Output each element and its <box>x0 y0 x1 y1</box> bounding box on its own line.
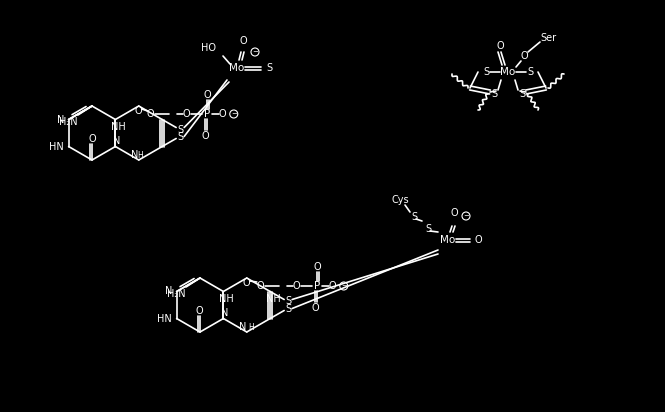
Text: S: S <box>519 89 525 99</box>
Text: Ser: Ser <box>540 33 556 43</box>
Text: −: − <box>252 49 258 55</box>
Text: O: O <box>196 306 203 316</box>
Text: N: N <box>131 150 138 160</box>
Text: S: S <box>266 63 272 73</box>
Text: O: O <box>314 262 322 272</box>
Text: −: − <box>463 213 469 219</box>
Text: O: O <box>239 36 247 46</box>
Text: HO: HO <box>201 43 217 53</box>
Text: S: S <box>491 89 497 99</box>
Text: P: P <box>203 109 210 119</box>
Text: N: N <box>239 322 247 332</box>
Text: O: O <box>293 281 301 291</box>
Text: NH: NH <box>266 293 281 304</box>
Text: HN: HN <box>157 314 172 323</box>
Text: O: O <box>219 109 227 119</box>
Text: O: O <box>183 109 191 119</box>
Text: S: S <box>425 224 431 234</box>
Text: S: S <box>411 212 417 222</box>
Text: O: O <box>450 208 458 218</box>
Text: O: O <box>312 303 320 313</box>
Text: NH: NH <box>219 293 234 304</box>
Text: N: N <box>165 286 172 297</box>
Text: O: O <box>135 106 142 116</box>
Text: Mo: Mo <box>500 67 515 77</box>
Text: S: S <box>285 304 291 314</box>
Text: O: O <box>147 109 154 119</box>
Text: O: O <box>520 51 528 61</box>
Text: H: H <box>248 323 253 332</box>
Text: NH: NH <box>111 122 126 131</box>
Text: Mo: Mo <box>440 235 456 245</box>
Text: Cys: Cys <box>391 195 409 205</box>
Text: S: S <box>285 297 291 307</box>
Text: O: O <box>202 131 209 141</box>
Text: N: N <box>57 115 65 124</box>
Text: −: − <box>341 283 346 289</box>
Text: O: O <box>496 41 504 51</box>
Text: O: O <box>88 134 96 144</box>
Text: S: S <box>177 124 184 134</box>
Text: S: S <box>483 67 489 77</box>
Text: S: S <box>527 67 533 77</box>
Text: O: O <box>243 278 251 288</box>
Text: N: N <box>221 307 228 318</box>
Text: O: O <box>474 235 482 245</box>
Text: −: − <box>231 111 237 117</box>
Text: O: O <box>204 90 211 100</box>
Text: H: H <box>137 150 142 159</box>
Text: O: O <box>257 281 265 291</box>
Text: O: O <box>329 281 336 291</box>
Text: H₂N: H₂N <box>167 289 186 299</box>
Text: H₂N: H₂N <box>59 117 77 127</box>
Text: HN: HN <box>49 141 64 152</box>
Text: P: P <box>314 281 320 291</box>
Text: S: S <box>177 131 184 141</box>
Text: Mo: Mo <box>229 63 245 73</box>
Text: N: N <box>112 136 120 145</box>
